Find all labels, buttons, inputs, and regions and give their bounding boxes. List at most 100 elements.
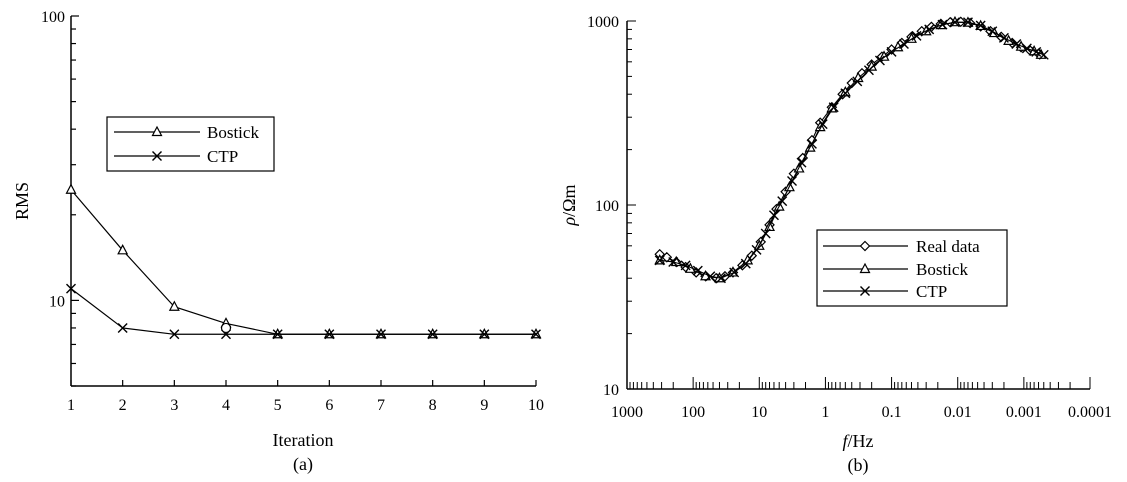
panel-b-point-ctp-13 — [796, 157, 807, 168]
panel-b-point-ctp-17 — [840, 88, 851, 99]
panel-b-ylabel: ρ/Ωm — [559, 184, 579, 226]
legend-b-label-bostick: Bostick — [916, 260, 968, 279]
panel-a-point-ctp-5 — [272, 329, 283, 340]
panel-b-point-ctp-12-stroke-2 — [787, 176, 798, 187]
panel-b-xtick-label-0.001: 0.001 — [1006, 404, 1042, 421]
panel-b-point-ctp-28 — [975, 20, 986, 31]
panel-a-point-ctp-1 — [66, 283, 76, 294]
panel-b-xtick-label-1000: 1000 — [611, 404, 643, 421]
panel-b-point-ctp-23 — [911, 30, 922, 41]
panel-b-ytick-label-1000: 1000 — [587, 14, 619, 31]
panel-a-point-ctp-5-stroke-2 — [272, 329, 283, 340]
legend-b-symbol-bostick — [859, 262, 871, 274]
panel-b-point-ctp-29-stroke-2 — [987, 26, 998, 37]
legend-b-label-real: Real data — [916, 237, 980, 256]
panel-b-point-ctp-4 — [705, 271, 716, 282]
panel-a-xtick-label-3: 3 — [170, 397, 178, 414]
panel-a-xtick-label-8: 8 — [429, 397, 437, 414]
panel-b-point-ctp-30 — [998, 32, 1009, 43]
legend-b-marker-bostick — [859, 262, 871, 274]
legend-a-label-bostick: Bostick — [207, 123, 259, 142]
panel-b-xtick-label-10: 10 — [751, 404, 767, 421]
legend-a-label-ctp: CTP — [207, 147, 238, 166]
panel-b-series — [654, 15, 1049, 284]
panel-b-point-ctp-29 — [987, 26, 998, 37]
panel-a-xtick-label-10: 10 — [528, 397, 544, 414]
panel-b-point-ctp-15 — [817, 119, 828, 130]
panel-a-point-ctp-8 — [427, 329, 438, 340]
panel-a-xtick-label-9: 9 — [480, 397, 488, 414]
panel-b-xtick-label-1: 1 — [821, 404, 829, 421]
panel-b-point-ctp-9-stroke-2 — [760, 228, 771, 239]
panel-b-xtick-label-100: 100 — [681, 404, 705, 421]
panel-b-point-ctp-31-stroke-2 — [1011, 38, 1022, 49]
panel-b-xtick-label-0.0001: 0.0001 — [1068, 404, 1112, 421]
panel-a-xtick-label-4: 4 — [222, 397, 230, 414]
legend-b-symbol-ctp-stroke-2 — [860, 286, 870, 296]
panel-a-line-ctp — [70, 288, 536, 335]
panel-a-point-ctp-9-stroke-2 — [479, 329, 490, 340]
panel-b-legend-box — [816, 229, 1008, 307]
panel-a-xlabel: Iteration — [273, 430, 334, 450]
panel-b-point-ctp-27 — [962, 17, 973, 28]
panel-b-point-ctp-22 — [898, 38, 909, 49]
panel-b-point-ctp-19 — [863, 65, 874, 76]
panel-b-point-ctp-32-stroke-2 — [1021, 43, 1032, 54]
panel-a-series — [65, 183, 542, 340]
panel-b-point-ctp-3 — [692, 265, 703, 276]
panel-b-point-ctp-1-stroke-2 — [668, 257, 679, 267]
panel-b-ticks: 1000 100 10 1 0.1 0.01 0.001 0.0001 10 100 1000 — [587, 14, 1112, 421]
panel-b-point-ctp-9 — [760, 228, 771, 239]
panel-b-point-ctp-7-stroke-2 — [740, 258, 751, 269]
panel-b-xtick-label-0.01: 0.01 — [944, 404, 972, 421]
panel-a-point-ctp-2 — [117, 322, 128, 333]
panel-b-xlabel: f/Hz — [842, 431, 873, 451]
panel-b-point-ctp-11-stroke-2 — [777, 196, 788, 207]
panel-b-point-ctp-18 — [852, 76, 863, 87]
panel-b: 1000 100 10 1 0.1 0.01 0.001 0.0001 10 100 1000 f/… — [559, 14, 1112, 476]
panel-a-point-ctp-3 — [169, 329, 180, 340]
panel-a-ticks: 1 2 3 4 5 6 7 8 9 10 10 100 — [41, 9, 544, 414]
panel-b-point-ctp-16-stroke-2 — [828, 102, 839, 113]
panel-b-point-ctp-10 — [768, 210, 779, 221]
panel-a-point-ctp-1-stroke-2 — [66, 283, 76, 294]
panel-a-point-ctp-8-stroke-2 — [427, 329, 438, 340]
legend-a-marker-bostick — [151, 125, 163, 137]
panel-b-point-ctp-16 — [828, 102, 839, 113]
panel-a-extra-marker-0 — [220, 322, 232, 334]
panel-b-caption: (b) — [848, 455, 869, 476]
panel-b-point-ctp-24 — [924, 24, 935, 35]
panel-a-point-ctp-10-stroke-2 — [531, 329, 541, 340]
panel-a-point-ctp-7 — [376, 329, 386, 340]
panel-a-point-ctp-2-stroke-2 — [117, 322, 128, 333]
panel-b-point-ctp-26-stroke-2 — [949, 17, 960, 28]
panel-b-point-ctp-5-stroke-2 — [715, 273, 726, 284]
panel-a-legend: Bostick CTP — [106, 116, 275, 172]
panel-b-point-ctp-0-stroke-2 — [654, 255, 665, 266]
panel-a-point-ctp-10 — [531, 329, 541, 340]
legend-a-symbol-ctp-stroke-2 — [152, 151, 162, 161]
panel-b-point-ctp-22-stroke-2 — [898, 38, 909, 49]
panel-b-point-ctp-27-stroke-2 — [962, 17, 973, 28]
panel-a-caption: (a) — [293, 454, 313, 475]
panel-b-point-ctp-20-stroke-2 — [874, 55, 885, 66]
panel-b-point-ctp-33-stroke-2 — [1031, 46, 1042, 57]
panel-b-xtick-label-0.1: 0.1 — [882, 404, 902, 421]
panel-a-xtick-label-1: 1 — [67, 397, 75, 414]
panel-b-point-ctp-24-stroke-2 — [924, 24, 935, 35]
panel-b-point-ctp-34 — [1038, 49, 1049, 60]
panel-b-point-ctp-3-stroke-2 — [692, 265, 703, 276]
legend-b-label-ctp: CTP — [916, 282, 947, 301]
panel-b-point-ctp-18-stroke-2 — [852, 76, 863, 87]
panel-b-point-ctp-28-stroke-2 — [975, 20, 986, 31]
panel-b-point-ctp-21-stroke-2 — [886, 46, 897, 57]
panel-a-ylabel: RMS — [12, 182, 32, 220]
panel-b-point-ctp-4-stroke-2 — [705, 271, 716, 282]
panel-b-point-ctp-15-stroke-2 — [817, 119, 828, 130]
legend-a-marker-ctp — [152, 151, 162, 161]
panel-b-ytick-label-100: 100 — [595, 198, 619, 215]
panel-b-point-ctp-21 — [886, 46, 897, 57]
panel-b-point-ctp-20 — [874, 55, 885, 66]
panel-a-point-ctp-9 — [479, 329, 490, 340]
